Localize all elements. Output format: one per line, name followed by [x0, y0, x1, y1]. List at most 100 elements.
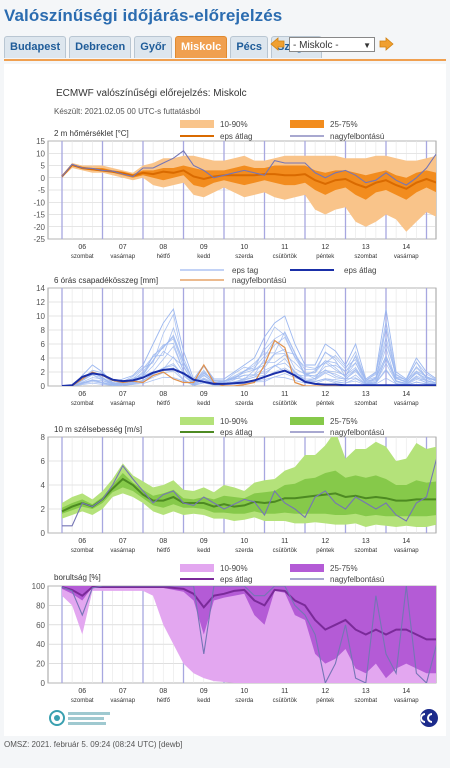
- temp-ytick-label: -25: [33, 235, 45, 244]
- precip-day-name: péntek: [316, 401, 335, 407]
- cloud-day-number: 11: [281, 688, 288, 695]
- cloud-day-name: vasárnap: [110, 698, 135, 704]
- cloud-day-name: szerda: [235, 698, 254, 704]
- legend-precip-mean-label: eps átlag: [344, 266, 376, 275]
- cloud-chart-title: borultság [%]: [54, 573, 101, 582]
- cloud-ytick-label: 0: [41, 679, 46, 688]
- precip-day-name: csütörtök: [273, 401, 298, 407]
- precip-day-name: vasárnap: [110, 401, 135, 407]
- temp-day-number: 14: [402, 244, 410, 251]
- cloud-day-name: csütörtök: [273, 698, 298, 704]
- wind-day-number: 09: [200, 538, 208, 545]
- wind-day-number: 10: [240, 538, 248, 545]
- wind-chart: 8 6 4 2 0 06 szombat 07 vasárnap 08 hétfő 09 kedd 10 s…: [41, 433, 437, 554]
- temp-ytick-label: -5: [38, 186, 46, 195]
- precip-day-name: vasárnap: [394, 401, 419, 407]
- precip-day-name: kedd: [197, 401, 210, 407]
- cloud-ytick-label: 80: [36, 601, 45, 610]
- temp-day-name: szerda: [235, 254, 254, 260]
- wind-day-name: péntek: [316, 548, 335, 554]
- cloud-day-name: szombat: [71, 698, 94, 704]
- legend-temp-outer-swatch: [180, 120, 214, 128]
- legend-temp-outer-label: 10-90%: [220, 120, 248, 129]
- temp-hires-line: [61, 150, 436, 186]
- cloud-day-number: 14: [402, 688, 410, 695]
- temp-day-name: szombat: [71, 254, 94, 260]
- wind-day-number: 12: [321, 538, 329, 545]
- cloud-ytick-label: 60: [36, 621, 45, 630]
- legend-wind-hires-label: nagyfelbontású: [330, 428, 384, 437]
- precip-day-number: 14: [402, 391, 410, 398]
- precip-ytick-label: 6: [41, 340, 46, 349]
- cloud-ytick-label: 20: [36, 660, 45, 669]
- temp-ytick-label: 0: [41, 174, 46, 183]
- legend-wind-outer-label: 10-90%: [220, 417, 248, 426]
- omsz-logo: [49, 710, 110, 726]
- cloud-day-number: 06: [78, 688, 86, 695]
- tab-budapest[interactable]: Budapest: [4, 36, 67, 58]
- wind-hires-line: [62, 458, 436, 527]
- temp-ytick-label: 5: [41, 162, 46, 171]
- precip-chart: 14 12 10 8 6 4 2 0 06 szombat 07 vasárnap 08 hétfő 09 k…: [36, 284, 437, 407]
- cloud-day-number: 07: [119, 688, 127, 695]
- wind-band-25-75: [62, 470, 436, 517]
- wind-day-number: 14: [402, 538, 410, 545]
- wind-day-name: hétfő: [157, 548, 171, 554]
- temp-ytick-label: -20: [33, 223, 45, 232]
- precip-day-number: 08: [159, 391, 167, 398]
- cloud-day-number: 09: [200, 688, 208, 695]
- meteogram-panel: ECMWF valószínűségi előrejelzés: Miskolc…: [4, 64, 446, 736]
- precip-plot-area: [61, 307, 436, 386]
- temp-day-name: vasárnap: [110, 254, 135, 260]
- meteogram-svg: ECMWF valószínűségi előrejelzés: Miskolc…: [32, 88, 438, 727]
- cloud-day-name: szombat: [354, 698, 377, 704]
- precip-day-number: 10: [240, 391, 248, 398]
- legend-cloud-inner-swatch: [290, 564, 324, 572]
- ecmwf-logo: [420, 709, 438, 727]
- temp-chart: 15 10 5 0 -5 -10 -15 -20 -25 06 szombat 07 vasárnap 0…: [33, 137, 437, 260]
- cloud-band-25-75: [62, 586, 436, 679]
- precip-mean-line: [61, 368, 436, 386]
- legend-cloud-outer-swatch: [180, 564, 214, 572]
- temp-ytick-label: -10: [33, 198, 45, 207]
- cloud-day-name: hétfő: [157, 698, 171, 704]
- tab-miskolc[interactable]: Miskolc: [174, 36, 228, 58]
- temp-day-name: kedd: [197, 254, 210, 260]
- temp-ytick-label: 10: [36, 149, 45, 158]
- cloud-day-number: 13: [362, 688, 370, 695]
- temp-plot-area: [61, 150, 436, 232]
- precip-day-name: szerda: [235, 401, 254, 407]
- wind-chart-title: 10 m szélsebesség [m/s]: [54, 425, 142, 434]
- temp-day-number: 10: [240, 244, 248, 251]
- footer-text: OMSZ: 2021. február 5. 09:24 (08:24 UTC)…: [4, 740, 183, 749]
- wind-day-number: 13: [362, 538, 370, 545]
- legend-temp-inner-swatch: [290, 120, 324, 128]
- wind-day-number: 11: [281, 538, 288, 545]
- temp-day-number: 11: [281, 244, 288, 251]
- wind-day-name: vasárnap: [110, 548, 135, 554]
- legend-temp-hires-label: nagyfelbontású: [330, 132, 384, 141]
- cloud-plot-area: [61, 586, 436, 683]
- precip-day-number: 11: [281, 391, 288, 398]
- cloud-day-number: 10: [240, 688, 248, 695]
- tab-gyor[interactable]: Győr: [134, 36, 172, 58]
- temp-ytick-label: 15: [36, 137, 45, 146]
- wind-ytick-label: 8: [41, 433, 46, 442]
- precip-ytick-label: 0: [41, 382, 46, 391]
- chevron-down-icon: ▼: [363, 41, 371, 50]
- location-select[interactable]: - Miskolc - ▼: [289, 37, 375, 52]
- wind-plot-area: [61, 437, 436, 527]
- tab-pecs[interactable]: Pécs: [230, 36, 269, 58]
- next-arrow-icon[interactable]: [379, 37, 394, 55]
- precip-chart-title: 6 órás csapadékösszeg [mm]: [54, 276, 158, 285]
- precip-day-name: szombat: [354, 401, 377, 407]
- wind-day-number: 08: [159, 538, 167, 545]
- tab-debrecen[interactable]: Debrecen: [69, 36, 132, 58]
- prev-arrow-icon[interactable]: [270, 37, 285, 55]
- legend-temp-inner-label: 25-75%: [330, 120, 358, 129]
- precip-day-name: szombat: [71, 401, 94, 407]
- wind-day-name: kedd: [197, 548, 210, 554]
- temp-day-name: szombat: [354, 254, 377, 260]
- cloud-hires-line: [61, 586, 436, 683]
- legend-wind-outer-swatch: [180, 417, 214, 425]
